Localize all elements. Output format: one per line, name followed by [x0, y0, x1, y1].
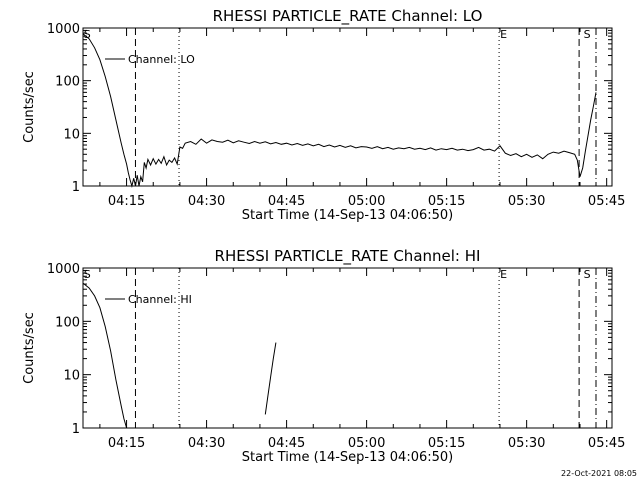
date-stamp: 22-Oct-2021 08:05 — [561, 469, 637, 478]
x-tick-label: 05:45 — [588, 194, 625, 209]
x-tick-label: 05:15 — [428, 436, 465, 451]
y-tick-label: 10 — [63, 127, 80, 142]
event-marker-s: S — [584, 28, 591, 41]
x-tick-label: 04:30 — [188, 194, 225, 209]
y-axis-label: Counts/sec — [22, 71, 37, 143]
x-tick-label: 04:15 — [108, 436, 145, 451]
data-series-line — [82, 282, 277, 429]
chart-title: RHESSI PARTICLE_RATE Channel: HI — [215, 247, 481, 266]
y-tick-label: 1 — [72, 422, 80, 437]
x-tick-label: 05:15 — [428, 194, 465, 209]
x-axis-label: Start Time (14-Sep-13 04:06:50) — [242, 450, 453, 465]
plot-frame — [82, 267, 613, 429]
y-tick-label: 100 — [55, 315, 80, 330]
x-tick-label: 05:30 — [508, 194, 545, 209]
legend-label: Channel: LO — [128, 53, 195, 66]
y-tick-label: 10 — [63, 369, 80, 384]
event-marker-s: S — [84, 268, 91, 281]
y-axis-label: Counts/sec — [22, 312, 37, 384]
data-series-line — [82, 33, 597, 188]
x-tick-label: 05:45 — [588, 436, 625, 451]
x-tick-label: 05:00 — [348, 194, 385, 209]
plot-frame — [82, 27, 613, 187]
y-tick-label: 1000 — [47, 22, 80, 37]
y-tick-label: 1000 — [47, 262, 80, 277]
chart-panel-lo: RHESSI PARTICLE_RATE Channel: LO 1 10 100 10… — [22, 7, 625, 223]
x-tick-label: 05:00 — [348, 436, 385, 451]
event-marker-s: S — [584, 268, 591, 281]
chart-panel-hi: RHESSI PARTICLE_RATE Channel: HI 1 10 100 10… — [22, 247, 625, 465]
x-tick-label: 04:45 — [268, 194, 305, 209]
x-tick-label: 04:30 — [188, 436, 225, 451]
x-axis-label: Start Time (14-Sep-13 04:06:50) — [242, 208, 453, 223]
event-marker-e: E — [500, 28, 507, 41]
legend-label: Channel: HI — [128, 293, 192, 306]
x-tick-label: 04:15 — [108, 194, 145, 209]
y-tick-label: 1 — [72, 180, 80, 195]
y-tick-label: 100 — [55, 75, 80, 90]
x-tick-label: 05:30 — [508, 436, 545, 451]
event-marker-e: E — [500, 268, 507, 281]
x-tick-label: 04:45 — [268, 436, 305, 451]
chart-title: RHESSI PARTICLE_RATE Channel: LO — [213, 7, 483, 26]
event-marker-s: S — [84, 28, 91, 41]
